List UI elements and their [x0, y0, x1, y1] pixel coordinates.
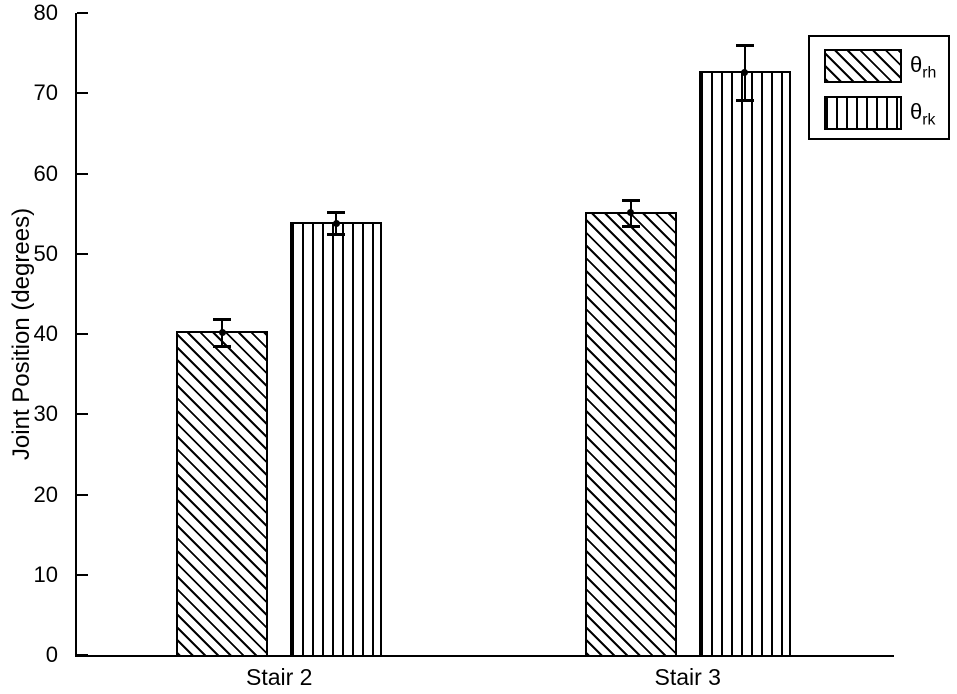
legend-swatch-theta_rk	[824, 96, 902, 130]
legend-swatch-theta_rh	[824, 49, 902, 83]
error-bar-cap	[735, 44, 754, 48]
y-tick-label: 20	[33, 481, 58, 507]
error-bar-marker	[627, 209, 635, 217]
legend-label-theta_rh: θrh	[910, 52, 937, 82]
y-tick-label: 60	[33, 160, 58, 186]
x-axis-spine	[75, 655, 894, 657]
y-tick-mark	[77, 12, 88, 14]
y-tick-mark	[77, 573, 88, 576]
y-tick-label: 50	[33, 240, 58, 266]
bar-theta_rk-stair-3	[698, 71, 791, 657]
bar-theta_rh-stair-2	[176, 331, 269, 657]
y-tick-mark	[77, 252, 88, 255]
y-tick-label: 30	[33, 401, 58, 427]
y-tick-mark	[77, 413, 88, 416]
y-tick-label: 40	[33, 321, 58, 346]
error-bar-marker	[218, 328, 226, 336]
bar-theta_rk-stair-2	[290, 222, 383, 657]
y-tick-mark	[77, 92, 88, 95]
y-tick-mark	[77, 333, 88, 335]
error-bar-cap	[213, 317, 232, 321]
legend: θrh θrk	[808, 35, 950, 140]
error-bar-cap	[735, 98, 754, 102]
legend-label-theta_rk: θrk	[910, 99, 936, 129]
error-bar-cap	[327, 211, 346, 215]
y-tick-label: 0	[45, 642, 58, 667]
error-bar-cap	[213, 345, 232, 349]
y-axis-title: Joint Position (degrees)	[8, 207, 35, 461]
bar-theta_rh-stair-3	[584, 211, 677, 657]
y-tick-label: 70	[33, 80, 58, 106]
y-axis-spine	[75, 13, 77, 657]
error-bar-cap	[621, 198, 640, 202]
y-tick-label: 10	[33, 561, 58, 587]
y-tick-mark	[77, 493, 88, 496]
error-bar-cap	[621, 224, 640, 228]
error-bar-marker	[332, 219, 340, 227]
y-tick-label: 80	[33, 0, 58, 25]
error-bar-cap	[327, 233, 346, 237]
x-tick-label: Stair 3	[654, 664, 721, 690]
error-bar-marker	[741, 68, 749, 76]
x-tick-label: Stair 2	[246, 664, 313, 690]
y-tick-mark	[77, 654, 88, 656]
y-tick-mark	[77, 172, 88, 175]
